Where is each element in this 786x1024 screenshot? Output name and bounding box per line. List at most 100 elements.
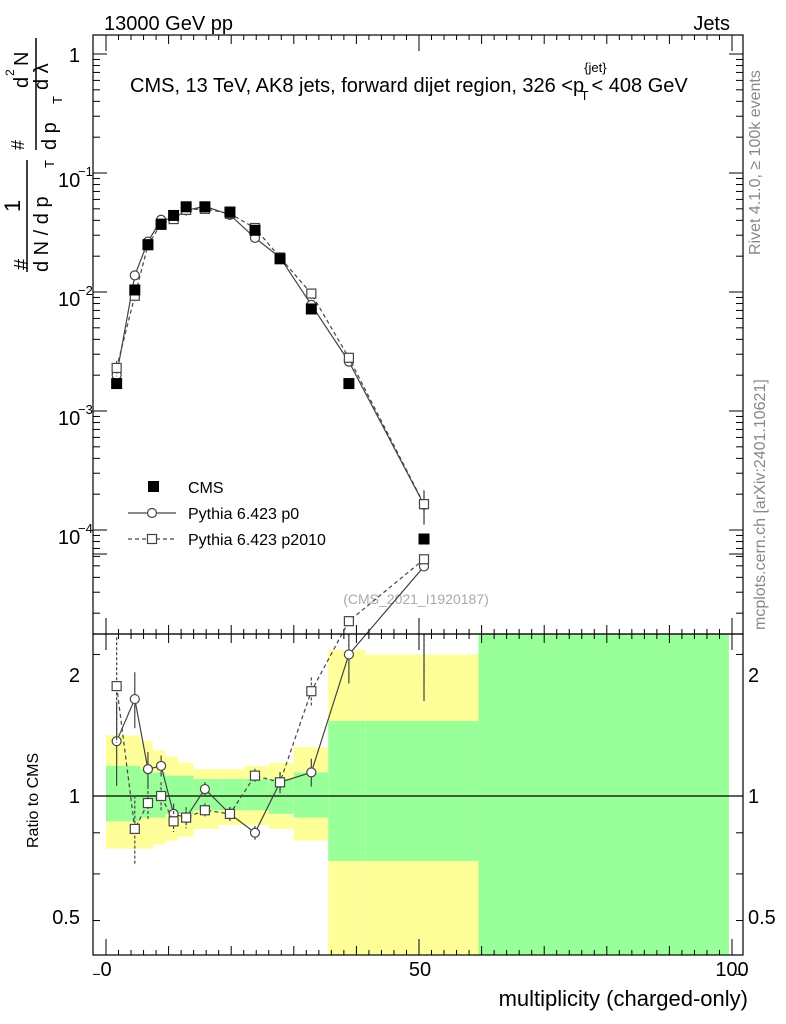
stat-uncertainty-band (127, 765, 141, 822)
p2010-ratio-point (274, 777, 286, 788)
p2010-main-point (343, 352, 354, 363)
ytick-1: 1 (69, 45, 80, 67)
chart-title: CMS, 13 TeV, AK8 jets, forward dijet reg… (130, 60, 688, 103)
p0-ratio-point (199, 783, 211, 795)
cms-data-point (224, 206, 236, 218)
p2010-ratio-point (142, 797, 154, 809)
cms-data-point (168, 209, 180, 221)
p2010-main-point (418, 499, 430, 510)
ylabel-part-t1: T (42, 160, 57, 168)
ytick-10: 10 (58, 289, 80, 311)
frames (92, 34, 744, 975)
ytick-10: 10 (58, 408, 80, 430)
ratio-ytick-right-1: 1 (748, 786, 759, 808)
p2010-ratio-point (199, 805, 211, 816)
header-category-label: Jets (693, 13, 730, 35)
ratio-series (111, 554, 430, 866)
cms-data-point (155, 218, 167, 230)
cms-data-point (142, 239, 154, 251)
p2010-ratio-point (224, 808, 236, 820)
ratio-ytick-left-2: 2 (69, 665, 80, 687)
p2010-main-line (116, 208, 425, 505)
stat-uncertainty-band (140, 769, 153, 818)
p2010-ratio-point (168, 816, 179, 827)
ylabel-part-dpt: d p (39, 122, 61, 150)
ytick-exp: −4 (78, 521, 93, 536)
p2010-ratio-point (129, 823, 140, 835)
p0-main-point (129, 270, 140, 281)
stat-uncertainty-band (365, 720, 479, 862)
cms-data-point (199, 201, 211, 213)
xtick-labels: 0 50 100 (100, 959, 748, 981)
chart-title-sub: T (581, 88, 589, 103)
cms-data-point (249, 224, 261, 236)
cms-data-point (418, 533, 430, 545)
stat-uncertainty-band (177, 775, 194, 814)
legend-p2010-marker (146, 533, 158, 545)
ratio-frame (92, 633, 744, 956)
cms-data-point (305, 303, 317, 315)
header-energy-label: 13000 GeV pp (104, 13, 233, 35)
stat-uncertainty-band (328, 720, 366, 862)
stat-uncertainty-band (243, 778, 269, 811)
p2010-main-point (111, 362, 122, 374)
analysis-label: (CMS_2021_I1920187) (343, 591, 489, 607)
ylabel-part-t2: T (50, 96, 65, 104)
xtick-0: 0 (100, 959, 111, 981)
ratio-ytick-left-05: 0.5 (52, 907, 80, 929)
ylabel-part-hash2: # (8, 140, 28, 150)
p0-main-line (116, 205, 425, 506)
main-series (111, 201, 430, 545)
ytick-exp: −2 (78, 283, 93, 298)
ylabel-part-two: 2 (3, 69, 17, 76)
p2010-main-point (306, 288, 317, 299)
p0-ratio-point (111, 736, 122, 747)
p0-ratio-point (155, 760, 167, 772)
main-ytick-labels: 1 10 −1 10 −2 10 −3 10 −4 (58, 45, 93, 549)
legend-p2010-label: Pythia 6.423 p2010 (188, 532, 326, 549)
p2010-ratio-point (343, 616, 354, 627)
xlabel: multiplicity (charged-only) (499, 986, 748, 1011)
ylabel-part-d: d (11, 77, 33, 88)
p2010-ratio-point (418, 554, 430, 565)
p2010-ratio-point (155, 790, 167, 802)
mcplots-label: mcplots.cern.ch [arXiv:2401.10621] (752, 379, 769, 630)
chart-title-main: CMS, 13 TeV, AK8 jets, forward dijet reg… (130, 75, 584, 97)
ylabel-part-one: 1 (0, 200, 25, 212)
ytick-exp: −3 (78, 402, 93, 417)
p0-ratio-point (142, 764, 154, 775)
legend-p0-marker (146, 507, 158, 519)
ratio-ytick-labels: 2 1 0.5 2 1 0.5 (52, 665, 776, 929)
legend-cms-label: CMS (188, 480, 224, 497)
main-ylabel: # 1 d N / d p T # d 2 N d p T d λ (0, 38, 65, 272)
ratio-ytick-right-2: 2 (748, 665, 759, 687)
xtick-100: 100 (715, 959, 748, 981)
ylabel-part-hash1: # (11, 258, 33, 270)
ratio-ytick-right-05: 0.5 (748, 907, 776, 929)
chart-title-sup: {jet} (584, 60, 607, 75)
legend-p0-label: Pythia 6.423 p0 (188, 506, 299, 523)
chart-title-end: < 408 GeV (592, 75, 689, 97)
ylabel-part-dlambda: d λ (31, 63, 53, 90)
ratio-bands (106, 634, 729, 955)
p0-ratio-point (249, 827, 261, 838)
ylabel-part-n: N (11, 52, 33, 66)
stat-uncertainty-band (106, 765, 128, 822)
p2010-ratio-point (111, 680, 122, 692)
p2010-ratio-point (249, 770, 261, 781)
cms-data-point (343, 378, 355, 390)
ytick-10: 10 (58, 170, 80, 192)
cms-data-point (180, 201, 192, 213)
legend: CMS Pythia 6.423 p0 Pythia 6.423 p2010 (128, 480, 326, 549)
xtick-50: 50 (409, 959, 431, 981)
p0-ratio-point (129, 693, 140, 705)
p0-ratio-point (343, 649, 354, 660)
p2010-ratio-point (306, 686, 317, 697)
ratio-ytick-left-1: 1 (69, 786, 80, 808)
ratio-ylabel: Ratio to CMS (25, 753, 42, 848)
cms-data-point (129, 284, 141, 296)
ytick-10: 10 (58, 527, 80, 549)
rivet-label: Rivet 4.1.0, ≥ 100k events (747, 70, 764, 255)
stat-uncertainty-band (218, 778, 244, 811)
